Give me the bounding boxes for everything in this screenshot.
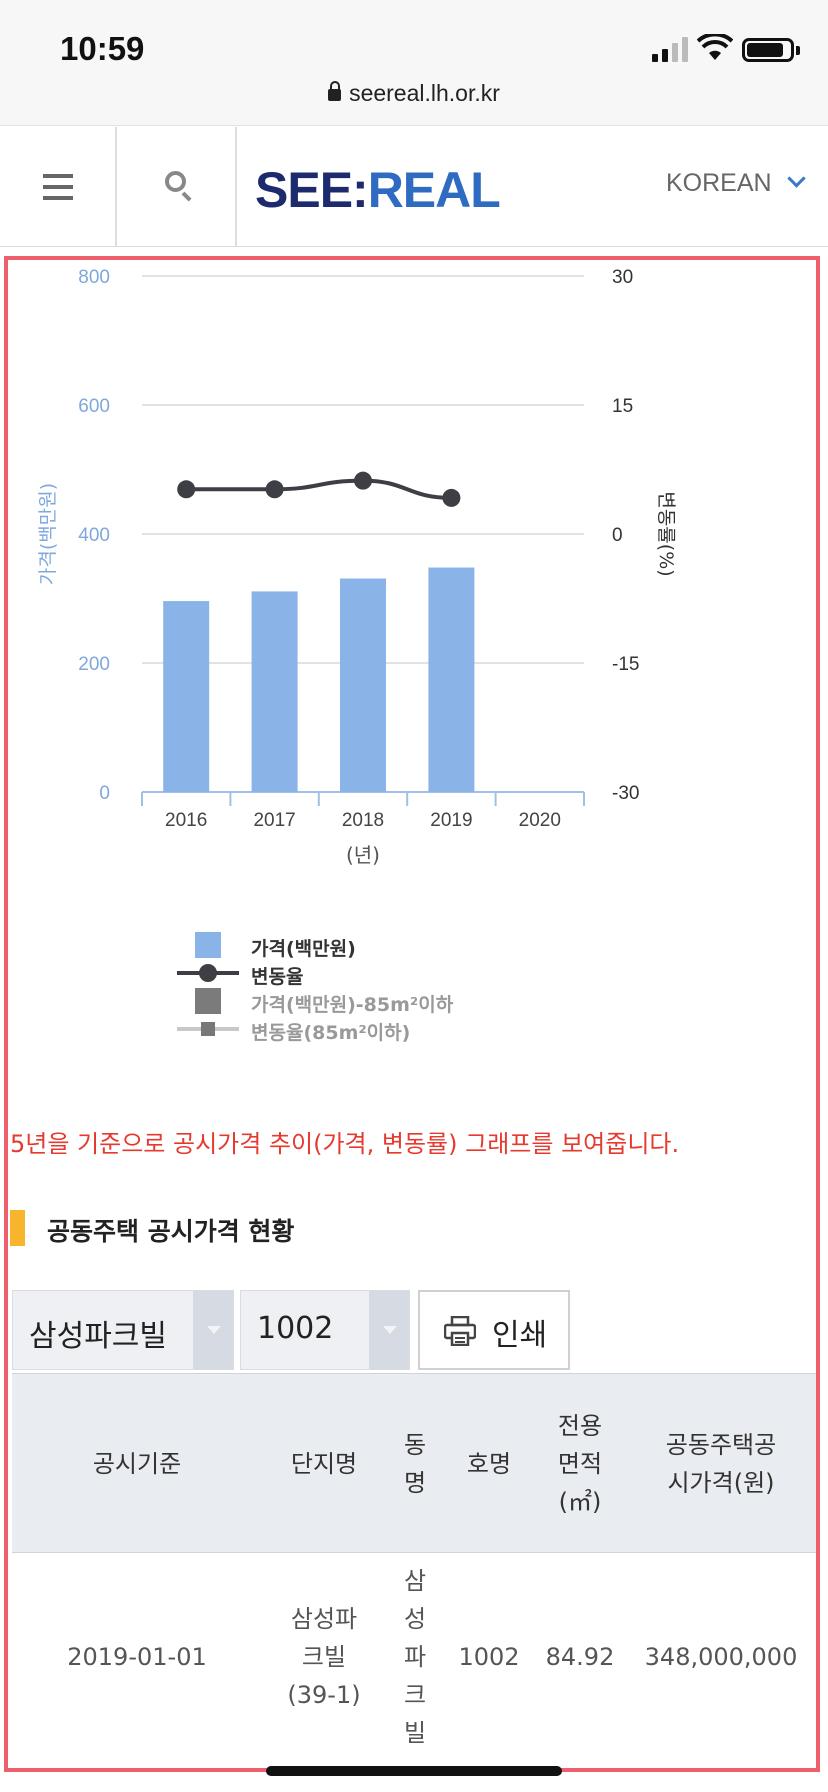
- bar: [340, 578, 386, 792]
- site-logo[interactable]: SEE:REAL: [255, 161, 501, 219]
- data-point: [265, 480, 284, 499]
- search-button[interactable]: [117, 127, 237, 247]
- unit-select[interactable]: 1002: [240, 1290, 410, 1370]
- data-point: [177, 480, 196, 499]
- y2-axis-label: 변동률(%): [655, 491, 677, 576]
- unit-select-value: 1002: [257, 1311, 334, 1346]
- x-tick-label: 2020: [519, 810, 561, 831]
- x-tick-label: 2016: [165, 810, 207, 831]
- table-header-cell: 호명: [466, 1450, 512, 1478]
- y2-tick-label: 15: [612, 396, 633, 417]
- legend-label: 변동율: [251, 966, 304, 988]
- data-point: [442, 488, 461, 507]
- print-label: 인쇄: [492, 1318, 548, 1353]
- y-tick-label: 0: [99, 783, 110, 804]
- printer-icon: [444, 1316, 476, 1346]
- address-bar[interactable]: seereal.lh.or.kr: [0, 80, 828, 107]
- x-tick-label: 2018: [342, 810, 384, 831]
- language-label: KOREAN: [666, 169, 772, 197]
- change-rate-line: [186, 478, 452, 500]
- y-tick-label: 400: [78, 525, 110, 546]
- lock-icon: [328, 81, 342, 101]
- status-time: 10:59: [60, 30, 145, 67]
- legend-label: 가격(백만원): [251, 938, 356, 960]
- bar: [428, 567, 475, 792]
- y2-tick-label: 0: [612, 525, 623, 546]
- legend-label: 변동율(85m²이하): [251, 1022, 411, 1044]
- search-icon: [165, 171, 186, 192]
- legend-item-change: 변동율: [177, 960, 477, 988]
- battery-icon: [742, 38, 800, 62]
- price-trend-chart: 800 600 400 200 0 30 15 0 -15 -30 2016 2017 2018 2019…: [37, 267, 677, 867]
- y-axis-label: 가격(백만원): [37, 483, 59, 585]
- hamburger-icon-line: [43, 196, 73, 200]
- dropdown-arrow-icon: [369, 1291, 409, 1369]
- table-cell: 삼성파 크빌 (39-1): [287, 1605, 361, 1709]
- y-tick-label: 200: [78, 654, 110, 675]
- table-header-cell: 공동주택공 시가격(원): [665, 1431, 777, 1497]
- table-header-cell: 전용 면적 (㎡): [557, 1412, 603, 1516]
- home-indicator: [266, 1766, 562, 1776]
- legend-label: 가격(백만원)-85m²이하: [251, 994, 454, 1016]
- section-marker: [10, 1210, 25, 1246]
- x-tick-label: 2017: [253, 810, 295, 831]
- bar: [163, 601, 210, 792]
- complex-select-value: 삼성파크빌: [29, 1319, 167, 1354]
- y2-tick-label: 30: [612, 267, 633, 288]
- url-text: seereal.lh.or.kr: [349, 80, 500, 106]
- table-body: 2019-01-01 삼성파 크빌 (39-1) 삼 성 파 크 빌 1002 84.9…: [12, 1554, 816, 1764]
- site-header: SEE:REAL KOREAN: [0, 127, 828, 247]
- bar: [251, 591, 298, 792]
- cellular-signal-icon: [652, 37, 688, 62]
- dropdown-arrow-icon: [193, 1291, 233, 1369]
- x-axis-label: (년): [346, 843, 380, 867]
- wifi-icon: [697, 34, 733, 60]
- x-tick-label: 2019: [430, 810, 472, 831]
- status-bar: 10:59 seereal.lh.or.kr: [0, 0, 828, 126]
- section-title-text: 공동주택 공시가격 현황: [47, 1217, 295, 1246]
- legend-item-change-85: 변동율(85m²이하): [177, 1016, 477, 1044]
- table-header: 공시기준 단지명 동 명 호명 전용 면적 (㎡) 공동주택공 시가격(원): [12, 1373, 816, 1553]
- y2-tick-label: -15: [612, 654, 639, 675]
- y-tick-label: 800: [78, 267, 110, 288]
- table-header-cell: 공시기준: [92, 1450, 182, 1478]
- data-point: [354, 471, 372, 490]
- table-header-cell: 동 명: [403, 1431, 427, 1497]
- language-selector[interactable]: KOREAN: [666, 169, 806, 198]
- highlight-frame: [4, 256, 820, 1772]
- print-button[interactable]: 인쇄: [418, 1290, 570, 1370]
- hamburger-icon: [43, 174, 73, 178]
- chart-legend: 가격(백만원) 변동율 가격(백만원)-85m²이하 변동율(85m²이하): [177, 932, 477, 1044]
- legend-item-price-85: 가격(백만원)-85m²이하: [177, 988, 477, 1016]
- table-cell: 348,000,000: [644, 1643, 798, 1671]
- table-cell: 삼 성 파 크 빌: [403, 1567, 427, 1747]
- table-cell: 2019-01-01: [67, 1643, 207, 1671]
- logo-real: REAL: [367, 162, 501, 218]
- hamburger-icon-line: [43, 185, 73, 189]
- legend-item-price: 가격(백만원): [177, 932, 477, 960]
- y-tick-label: 600: [78, 396, 110, 417]
- table-cell: 1002: [458, 1643, 520, 1671]
- complex-select[interactable]: 삼성파크빌: [12, 1290, 234, 1370]
- y2-tick-label: -30: [612, 783, 639, 804]
- logo-see: SEE:: [255, 162, 369, 218]
- table-header-cell: 단지명: [290, 1450, 358, 1478]
- table-cell: 84.92: [545, 1643, 615, 1671]
- menu-button[interactable]: [0, 127, 117, 247]
- chart-notice: 5년을 기준으로 공시가격 추이(가격, 변동률) 그래프를 보여줍니다.: [10, 1130, 680, 1158]
